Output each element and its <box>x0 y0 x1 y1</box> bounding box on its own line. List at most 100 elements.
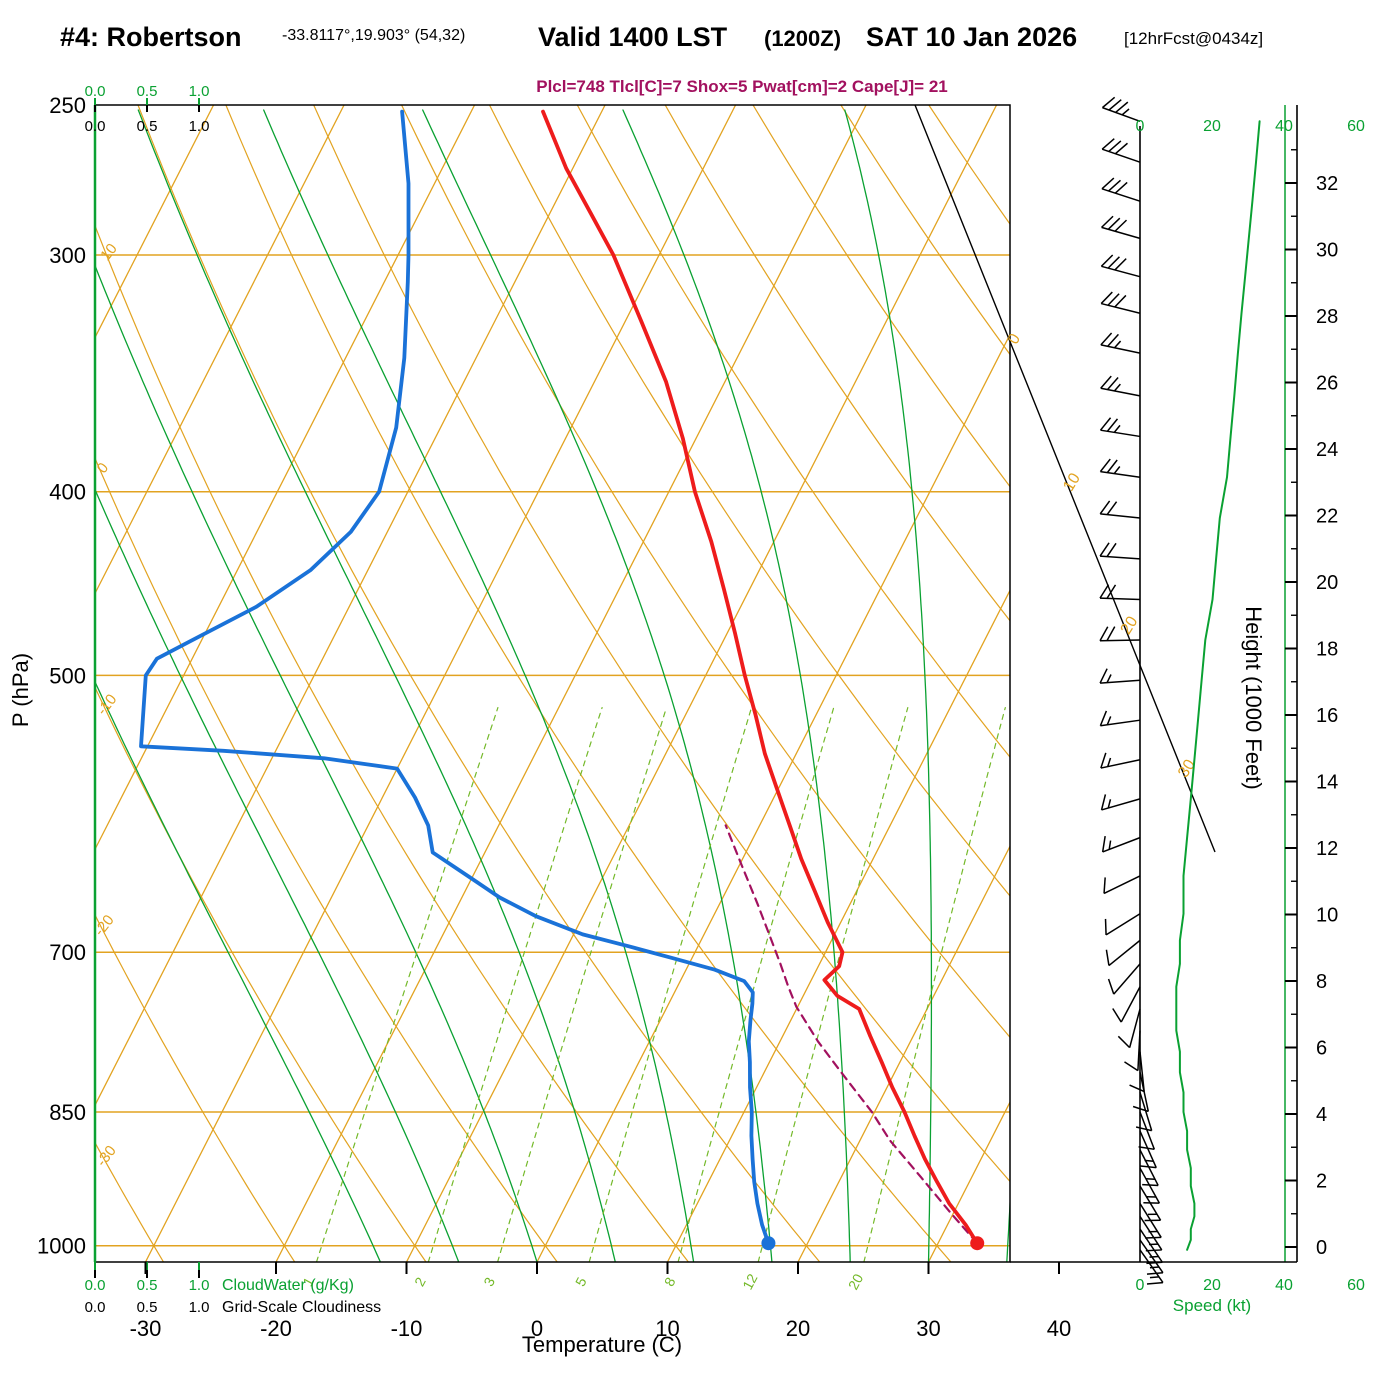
speed-scale-top-40: 40 <box>1275 118 1293 135</box>
cloudwater-scale-bottom-1: 1.0 <box>189 1277 210 1294</box>
dry-adiabat-line <box>401 105 1010 1039</box>
temp-tick-label: -10 <box>391 1316 423 1341</box>
cloudiness-scale-bottom-0: 0.0 <box>85 1299 106 1316</box>
dewpoint-profile-line <box>139 109 771 1246</box>
cloudiness-scale-bottom-05: 0.5 <box>137 1299 158 1316</box>
speed-scale-top-20: 20 <box>1203 118 1221 135</box>
cloudwater-axis-title: CloudWater (g/Kg) <box>222 1277 354 1294</box>
height-tick-label: 22 <box>1316 506 1338 528</box>
cloudwater-scale-top-1: 1.0 <box>189 83 210 100</box>
temp-tick-label: -20 <box>260 1316 292 1341</box>
wind-barb <box>1099 626 1141 642</box>
mixing-ratio-line <box>757 707 909 1262</box>
isotherm-line <box>95 105 215 339</box>
moist-adiabat-line <box>95 263 538 1262</box>
wind-barb <box>1112 986 1141 1023</box>
speed-scale-top-0: 0 <box>1136 118 1145 135</box>
wind-barb-panel <box>1099 96 1261 1285</box>
surface-temperature-dot <box>970 1236 985 1251</box>
mixing-ratio-line <box>497 707 667 1262</box>
pressure-tick-label: 700 <box>49 940 86 965</box>
valid-zulu: (1200Z) <box>764 26 841 51</box>
wind-barb <box>1139 1167 1161 1204</box>
height-tick-label: 18 <box>1316 639 1338 661</box>
height-tick-label: 20 <box>1316 572 1338 594</box>
height-tick-label: 6 <box>1316 1038 1327 1060</box>
wind-barb <box>1100 332 1141 354</box>
dry-adiabat-line <box>95 224 689 1262</box>
wind-barb <box>1099 584 1141 601</box>
wind-barb <box>1101 177 1141 202</box>
wind-barb <box>1107 963 1141 995</box>
pressure-tick-label: 400 <box>49 480 86 505</box>
cloudwater-scale-bottom-05: 0.5 <box>137 1277 158 1294</box>
speed-scale-bottom-0: 0 <box>1136 1277 1145 1294</box>
wind-barb <box>1138 1111 1156 1151</box>
temp-tick-label: 20 <box>786 1316 810 1341</box>
wind-barb <box>1101 215 1141 240</box>
wind-barb <box>1101 96 1141 122</box>
pressure-tick-label: 250 <box>49 93 86 118</box>
height-tick-label: 4 <box>1316 1104 1327 1126</box>
mixing-ratio-label: 12 <box>739 1271 761 1292</box>
wind-barb <box>1099 458 1141 478</box>
dry-adiabat-line <box>95 456 558 1262</box>
moist-adiabat-line <box>844 109 933 1262</box>
wind-barb <box>1129 1051 1145 1093</box>
forecast-info: [12hrFcst@0434z] <box>1124 29 1263 48</box>
wind-barb <box>1104 913 1141 936</box>
wind-barb <box>1139 1239 1164 1275</box>
speed-scale-top-60: 60 <box>1347 118 1365 135</box>
dry-adiabat-line <box>664 105 1010 622</box>
wind-barb <box>1101 836 1141 853</box>
moist-adiabat-line <box>137 109 616 1262</box>
cloudiness-scale-bottom-1: 1.0 <box>189 1299 210 1316</box>
mixing-ratio-line <box>677 707 835 1262</box>
speed-scale-bottom-20: 20 <box>1203 1277 1221 1294</box>
height-tick-label: 12 <box>1316 838 1338 860</box>
surface-markers <box>761 1236 985 1251</box>
height-tick-label: 30 <box>1316 240 1338 262</box>
cut-corner-diagonal-line <box>914 104 1216 853</box>
height-tick-label: 16 <box>1316 705 1338 727</box>
dry-adiabat-line <box>95 1141 165 1262</box>
mixing-ratio-line <box>588 707 753 1262</box>
mixing-ratio-label: 20 <box>845 1271 867 1292</box>
isotherm-line <box>95 105 476 851</box>
speed-scale-bottom-40: 40 <box>1275 1277 1293 1294</box>
dry-adiabat-label: 10 <box>97 240 121 264</box>
sounding-profiles <box>139 109 980 1246</box>
wind-barb <box>1099 668 1141 684</box>
pressure-tick-label: 500 <box>49 663 86 688</box>
wind-barb <box>1099 542 1141 560</box>
temp-tick-label: 30 <box>916 1316 940 1341</box>
height-tick-label: 24 <box>1316 439 1338 461</box>
dry-adiabat-line <box>752 105 1010 488</box>
speed-scale-bottom-60: 60 <box>1347 1277 1365 1294</box>
height-tick-label: 0 <box>1316 1237 1327 1259</box>
background-grid <box>95 105 1010 1262</box>
wind-barb <box>1117 1008 1141 1049</box>
mixing-ratio-line <box>863 707 1006 1262</box>
wind-speed-profile-line <box>1175 120 1261 1251</box>
wind-barb <box>1099 500 1141 519</box>
cloudwater-scale-top-0: 0.0 <box>85 83 106 100</box>
height-tick-label: 2 <box>1316 1171 1327 1193</box>
cloudwater-scale-bottom-0: 0.0 <box>85 1277 106 1294</box>
titles-and-axis-titles: #4: Robertson -33.8117°,19.903° (54,32) … <box>8 22 1365 1357</box>
cloudiness-scale-top-05: 0.5 <box>137 118 158 135</box>
pressure-tick-label: 300 <box>49 243 86 268</box>
temperature-profile-line <box>541 109 980 1246</box>
wind-barb <box>1100 752 1141 769</box>
wind-barb <box>1124 1030 1141 1072</box>
temp-tick-label: 10 <box>655 1316 679 1341</box>
mixing-ratio-line <box>315 707 499 1262</box>
height-tick-label: 14 <box>1316 772 1338 794</box>
pressure-tick-label: 1000 <box>37 1234 86 1259</box>
isotherm-line <box>405 105 998 1262</box>
dry-adiabat-line <box>225 105 952 1262</box>
cloudiness-axis-title: Grid-Scale Cloudiness <box>222 1299 381 1316</box>
moist-adiabat-line <box>95 680 382 1262</box>
